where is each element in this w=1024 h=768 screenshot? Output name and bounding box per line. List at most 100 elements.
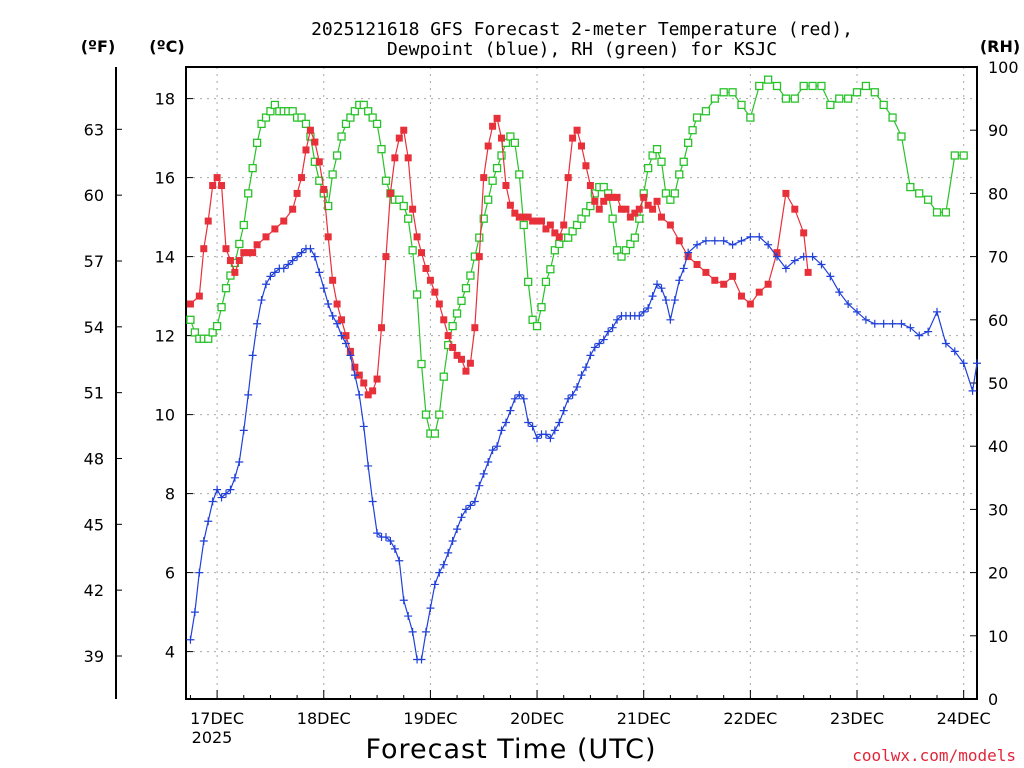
dewpoint-point <box>453 525 462 534</box>
rh-point <box>799 81 808 91</box>
temperature-point <box>582 162 590 170</box>
dewpoint-point <box>208 497 217 506</box>
x-tick-label: 17DEC <box>190 709 244 728</box>
temperature-point <box>657 213 665 221</box>
dewpoint-point <box>408 627 417 636</box>
rh-point <box>528 315 537 324</box>
rh-point <box>350 107 360 116</box>
rh-point <box>932 208 942 217</box>
dewpoint-point <box>484 458 493 466</box>
rh-point <box>439 372 448 381</box>
dewpoint-point <box>461 505 470 514</box>
rh-point <box>519 220 528 230</box>
rh-point <box>626 239 635 249</box>
rh-point <box>763 75 773 84</box>
rh-point <box>852 88 862 97</box>
dewpoint-point <box>261 280 270 289</box>
dewpoint-point <box>861 315 870 324</box>
dewpoint-point <box>404 612 413 621</box>
temperature-point <box>306 126 314 134</box>
rh-point <box>590 189 599 198</box>
celsius-unit-label: (ºC) <box>149 37 184 56</box>
dewpoint-point <box>853 307 862 316</box>
temperature-point <box>453 351 461 359</box>
dewpoint-point <box>244 390 253 399</box>
rh-point <box>448 321 457 331</box>
temperature-point <box>391 154 399 162</box>
temperature-point <box>595 205 603 213</box>
dewpoint-point <box>595 339 604 348</box>
temperature-point <box>226 257 234 265</box>
dewpoint-point <box>959 359 968 368</box>
temperature-point <box>493 114 501 122</box>
temperature-point <box>382 253 390 261</box>
dewpoint-point <box>524 418 533 427</box>
rh-point <box>564 233 573 242</box>
rh-point <box>257 119 266 129</box>
rh-point <box>461 284 471 293</box>
dewpoint-point <box>444 548 453 557</box>
temperature-point <box>613 193 621 201</box>
dewpoint-point <box>933 307 942 316</box>
fahrenheit-tick-label: 42 <box>84 581 104 600</box>
dewpoint-series <box>186 232 981 664</box>
dewpoint-point <box>915 331 924 340</box>
x-axis: 17DEC 18DEC 19DEC 20DEC 21DEC 22DEC 23DEC 24DEC <box>189 690 991 728</box>
temperature-point <box>355 371 363 379</box>
dewpoint-point <box>501 418 510 427</box>
temperature-point <box>369 387 377 395</box>
dewpoint-point <box>684 248 693 257</box>
dewpoint-point <box>239 426 248 435</box>
temperature-point <box>213 174 221 182</box>
temperature-point <box>280 217 288 225</box>
rh-tick-label: 80 <box>988 184 1008 203</box>
fahrenheit-tick-label: 54 <box>84 318 104 337</box>
x-tick-label: 20DEC <box>510 709 564 728</box>
rh-point <box>688 126 697 135</box>
temperature-point <box>489 122 497 130</box>
dewpoint-point <box>324 300 333 308</box>
dewpoint-point <box>737 236 746 245</box>
rh-point <box>337 132 346 141</box>
temperature-point <box>653 197 661 205</box>
rh-point <box>888 113 897 122</box>
dewpoint-point <box>844 300 853 308</box>
temperature-point <box>249 249 257 257</box>
dewpoint-point <box>221 489 230 498</box>
rh-point <box>372 119 382 129</box>
rh-point <box>692 113 702 122</box>
dewpoint-point <box>924 327 933 336</box>
series-layer <box>186 75 981 664</box>
rh-point <box>261 113 271 122</box>
dewpoint-point <box>519 394 528 403</box>
dewpoint-point <box>364 461 373 470</box>
dewpoint-point <box>608 323 617 332</box>
temperature-point <box>551 229 559 237</box>
rh-point <box>701 107 711 116</box>
dewpoint-point <box>381 533 390 542</box>
rh-point <box>675 170 684 179</box>
temperature-point <box>253 241 261 249</box>
rh-point <box>644 163 653 173</box>
rh-point <box>648 151 657 160</box>
dewpoint-point <box>510 394 519 403</box>
temperature-point <box>746 300 754 308</box>
fahrenheit-tick-label: 51 <box>84 384 104 403</box>
credit-link[interactable]: coolwx.com/models <box>852 746 1016 765</box>
rh-point <box>484 195 493 204</box>
temperature-point <box>560 221 568 229</box>
temperature-point <box>409 205 417 213</box>
celsius-tick-label: 6 <box>165 564 175 583</box>
rh-point <box>492 163 502 173</box>
rh-point <box>324 201 333 211</box>
dewpoint-point <box>879 319 888 328</box>
dewpoint-point <box>230 473 239 482</box>
rh-point <box>377 145 386 154</box>
temperature-point <box>800 229 808 237</box>
dewpoint-point <box>581 363 590 372</box>
dewpoint-point <box>253 319 262 328</box>
dewpoint-point <box>564 394 573 403</box>
chart-title-line2: Dewpoint (blue), RH (green) for KSJC <box>387 39 777 60</box>
dewpoint-point <box>297 248 306 257</box>
